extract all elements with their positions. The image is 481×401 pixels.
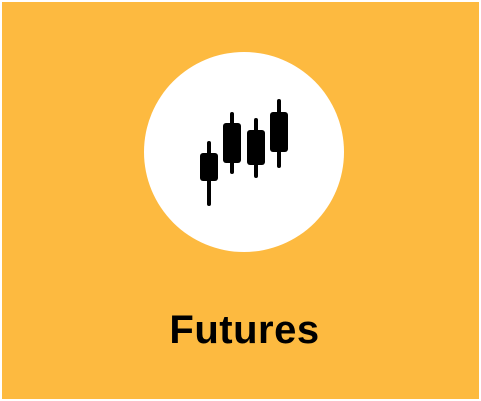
card-label: Futures <box>169 308 320 352</box>
icon-circle <box>144 52 344 252</box>
candlestick-chart-icon <box>200 99 288 206</box>
